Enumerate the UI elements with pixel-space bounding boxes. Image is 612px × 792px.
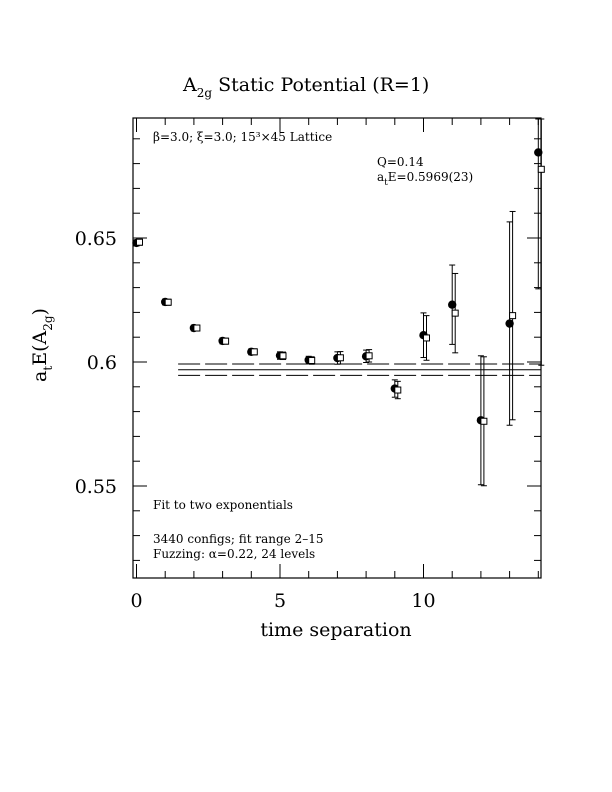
energy-annotation-post: E=0.5969(23): [388, 170, 473, 184]
y-axis-title-pre-sub: t: [41, 366, 55, 371]
axis-ticks: [133, 118, 541, 578]
y-axis-title-pre: a: [29, 371, 51, 382]
y-tick-label: 0.6: [87, 352, 117, 374]
data-point-square: [394, 386, 402, 394]
energy-annotation-pre: a: [377, 170, 384, 184]
data-point-square: [193, 324, 201, 332]
chart-title: A2g Static Potential (R=1): [182, 74, 429, 100]
data-point-square: [164, 298, 172, 306]
x-axis-title: time separation: [260, 619, 411, 641]
energy-annotation-sub: t: [384, 178, 388, 188]
x-tick-label: 5: [274, 590, 286, 612]
data-point-square: [250, 348, 258, 356]
data-point-circle: [448, 300, 457, 309]
data-point-circle: [534, 148, 543, 157]
tick-labels: 0 5 10 0.55 0.6 0.65: [75, 228, 436, 612]
x-tick-label: 0: [130, 590, 142, 612]
chart-title-main: A: [182, 74, 197, 96]
configs-annotation: 3440 configs; fit range 2–15: [153, 532, 324, 546]
chart-title-rest: Static Potential (R=1): [212, 74, 429, 96]
y-axis-title-post: ): [29, 308, 51, 315]
data-point-square: [509, 312, 517, 320]
y-axis-title-sub: 2g: [41, 315, 55, 331]
fit-description: Fit to two exponentials: [153, 498, 293, 512]
chart-title-sub: 2g: [197, 86, 213, 100]
data-point-square: [222, 337, 230, 345]
lattice-annotation: β=3.0; ξ=3.0; 15³×45 Lattice: [153, 130, 332, 144]
fit-band: [178, 363, 541, 376]
y-axis-title-mid: E(A: [29, 331, 51, 366]
data-point-square: [308, 357, 316, 365]
data-point-square: [365, 352, 373, 360]
data-markers: [132, 148, 545, 425]
y-tick-label: 0.55: [75, 476, 117, 498]
data-point-square: [279, 352, 287, 360]
data-point-square: [451, 309, 459, 317]
data-point-square: [480, 417, 488, 425]
error-bars: [133, 118, 545, 487]
fuzzing-annotation: Fuzzing: α=0.22, 24 levels: [153, 547, 315, 561]
x-tick-label: 10: [411, 590, 435, 612]
energy-annotation: atE=0.5969(23): [377, 170, 473, 188]
q-annotation: Q=0.14: [377, 155, 424, 169]
data-point-circle: [505, 319, 514, 328]
y-axis-title: atE(A2g): [29, 308, 55, 382]
data-point-square: [423, 334, 430, 342]
data-point-square: [537, 165, 545, 173]
data-point-square: [136, 238, 143, 246]
data-point-square: [336, 354, 344, 362]
y-tick-label: 0.65: [75, 228, 117, 250]
